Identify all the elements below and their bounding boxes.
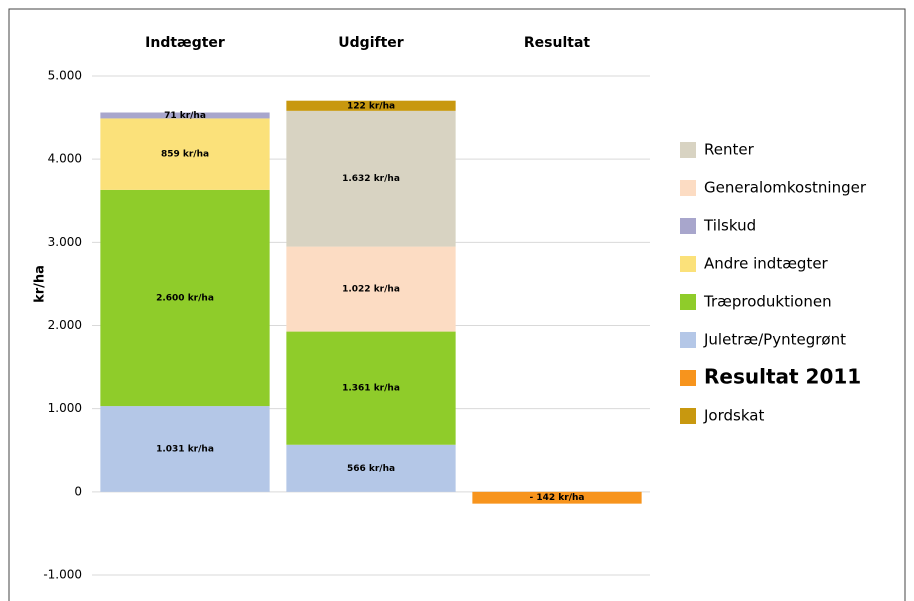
y-axis-label: kr/ha [33,265,48,303]
y-tick-label: 4.000 [48,152,82,166]
data-label: 1.361 kr/ha [342,384,400,394]
bar-segment [100,189,270,407]
y-tick-label: 3.000 [48,235,82,249]
legend-swatch [680,180,696,196]
data-label: 1.632 kr/ha [342,174,400,184]
legend-label: Generalomkostninger [704,179,867,197]
y-tick-label: 2.000 [48,318,82,332]
legend-label: Renter [704,141,755,159]
legend-label: Tilskud [703,217,756,235]
legend-swatch [680,142,696,158]
legend-label: Træproduktionen [703,293,832,311]
legend-label: Resultat 2011 [704,365,861,389]
legend-swatch [680,332,696,348]
data-label: 1.031 kr/ha [156,444,214,454]
data-label: 859 kr/ha [161,150,209,160]
data-label: 566 kr/ha [347,464,395,474]
data-label: 122 kr/ha [347,101,395,111]
bar-segment [100,112,270,119]
legend-label: Juletræ/Pyntegrønt [703,331,846,349]
category-label: Resultat [524,35,591,51]
y-tick-label: 5.000 [48,69,82,83]
legend-swatch [680,218,696,234]
category-label: Udgifter [338,35,403,51]
y-tick-label: 1.000 [48,401,82,415]
bar-segment [286,444,456,492]
category-label: Indtægter [145,35,225,51]
bar-segment [100,406,270,492]
legend-swatch [680,408,696,424]
data-label: 2.600 kr/ha [156,293,214,303]
legend-swatch [680,256,696,272]
legend-label: Jordskat [703,407,764,425]
bar-segment [100,118,270,190]
y-tick-label: -1.000 [43,568,82,582]
data-label: - 142 kr/ha [530,493,585,503]
legend-swatch [680,370,696,386]
legend-label: Andre indtægter [704,255,829,273]
data-label: 71 kr/ha [164,111,206,121]
bar-segment [472,491,642,504]
y-tick-label: 0 [74,484,82,498]
bar-segment [286,246,456,332]
bar-segment [286,331,456,445]
bar-segment [286,110,456,247]
bar-segment [286,100,456,111]
legend-swatch [680,294,696,310]
data-label: 1.022 kr/ha [342,285,400,295]
